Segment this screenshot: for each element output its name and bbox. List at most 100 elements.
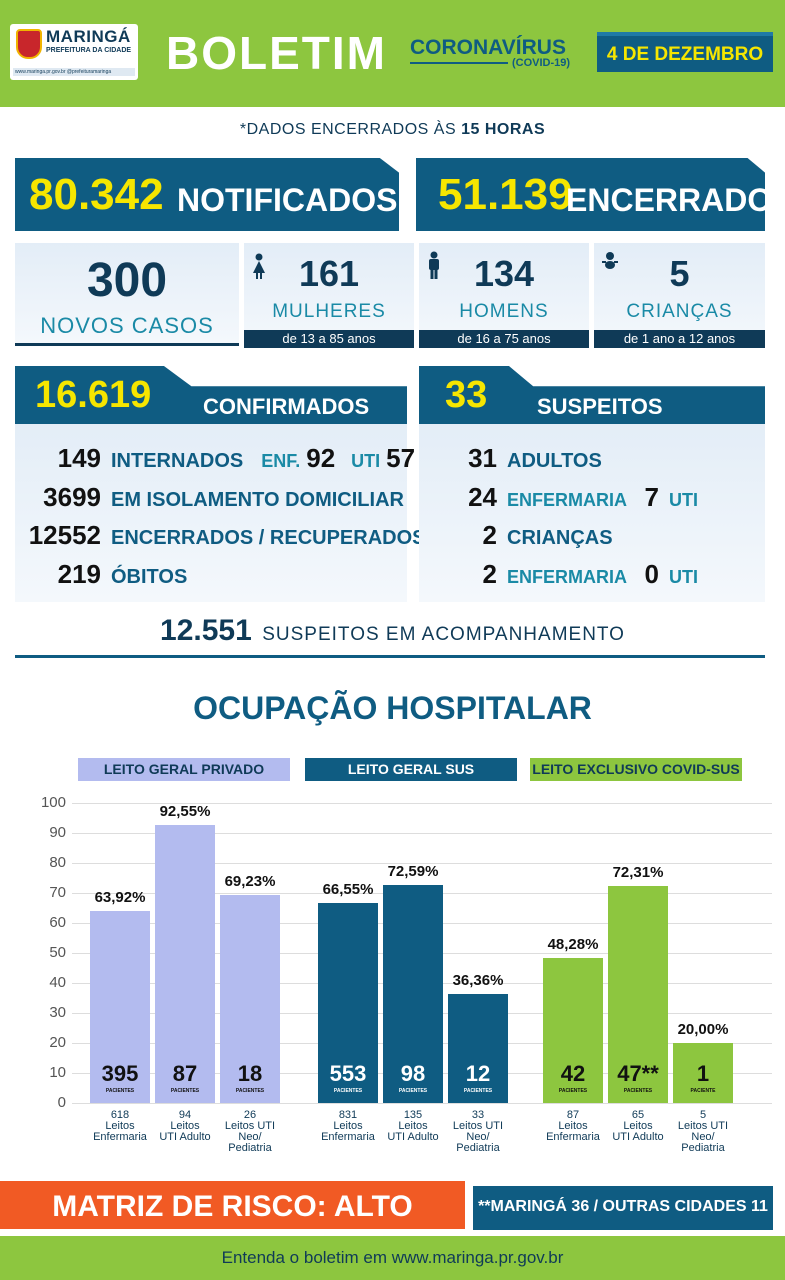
logo-web: www.maringa.pr.gov.br @prefeituramaringa <box>13 68 135 76</box>
row-number: 12552 <box>28 520 101 550</box>
suspects-label: SUSPEITOS INTERNADOS <box>537 394 682 424</box>
bed-type: Leitos <box>105 1120 135 1132</box>
bed-type: Neo/ <box>238 1131 262 1143</box>
gridline <box>72 803 772 804</box>
confirmed-value: 16.619 <box>35 374 152 416</box>
suspects-row-ward: 24 ENFERMARIA 7 UTI <box>419 482 698 513</box>
divider <box>410 62 508 64</box>
suspects-row-adults: 31 ADULTOS <box>419 443 602 474</box>
logo-name: MARINGÁ <box>46 27 131 46</box>
confirmed-label: CONFIRMADOS <box>203 394 370 419</box>
logo-subtitle: PREFEITURA DA CIDADE <box>46 47 132 54</box>
bar <box>673 1043 733 1103</box>
bed-count: 26 <box>243 1109 257 1121</box>
bar <box>383 885 443 1103</box>
new-cases-value: 300 <box>86 254 168 307</box>
y-tick-label: 0 <box>57 1094 66 1111</box>
row-label: INTERNADOS <box>111 450 244 472</box>
women-label: MULHERES <box>272 301 386 322</box>
covid-label: (COVID-19) <box>512 57 571 69</box>
row-label: EM ISOLAMENTO DOMICILIAR <box>111 489 404 511</box>
patient-count: 1 <box>696 1061 710 1086</box>
men-age: de 16 a 75 anos <box>419 330 589 348</box>
bed-count: 5 <box>699 1109 707 1121</box>
row-number: 24 <box>468 482 497 512</box>
city-crest-icon <box>16 29 42 59</box>
group-header: LEITO GERAL PRIVADO <box>78 758 290 781</box>
coronavirus-label: CORONAVÍRUS <box>410 36 566 59</box>
children-card: 5 CRIANÇAS de 1 ano a 12 anos <box>594 243 765 348</box>
risk-text: MATRIZ DE RISCO: ALTO <box>52 1190 413 1223</box>
bed-type: Leitos UTI <box>224 1120 276 1132</box>
y-tick-label: 40 <box>49 974 66 991</box>
row-label: CRIANÇAS <box>507 527 613 549</box>
bed-type: Pediatria <box>456 1142 500 1154</box>
bed-type: Leitos <box>170 1120 200 1132</box>
row-label: ENFERMARIA <box>507 567 627 587</box>
bed-type: Leitos <box>558 1120 588 1132</box>
new-cases-label: NOVOS CASOS <box>40 313 214 338</box>
closing-note: *DADOS ENCERRADOS ÀS 15 HORAS <box>0 121 785 139</box>
bed-type: Leitos <box>623 1120 653 1132</box>
gridline <box>72 1103 772 1104</box>
y-tick-label: 70 <box>49 884 66 901</box>
row-label: ADULTOS <box>507 450 602 472</box>
bed-count: 94 <box>178 1109 192 1121</box>
bed-type: Leitos <box>333 1120 363 1132</box>
pct-label: 69,23% <box>224 873 276 891</box>
row-number: 3699 <box>43 482 101 512</box>
monitoring-value: 12.551 <box>160 614 252 647</box>
bed-type: Pediatria <box>681 1142 725 1154</box>
patients-label: PACIENTES <box>623 1088 653 1094</box>
confirmed-panel <box>15 422 407 602</box>
bar <box>155 825 215 1103</box>
hospital-title: OCUPAÇÃO HOSPITALAR <box>193 690 592 726</box>
suspects-row-children-ward: 2 ENFERMARIA 0 UTI <box>419 559 698 590</box>
gridline <box>72 863 772 864</box>
bed-count: 831 <box>338 1109 358 1121</box>
y-tick-label: 50 <box>49 944 66 961</box>
confirmed-row-isolation: 3699 EM ISOLAMENTO DOMICILIAR <box>15 482 404 513</box>
patients-label: PACIENTES <box>235 1088 265 1094</box>
closing-prefix: *DADOS ENCERRADOS ÀS <box>239 121 457 138</box>
bed-count: 618 <box>110 1109 130 1121</box>
bed-type: Neo/ <box>691 1131 715 1143</box>
men-card: 134 HOMENS de 16 a 75 anos <box>419 243 589 348</box>
enf-label: ENF. <box>261 451 301 471</box>
closing-hour: 15 HORAS <box>461 121 546 138</box>
divider <box>15 655 765 658</box>
bed-type: Leitos <box>398 1120 428 1132</box>
bed-type: UTI Adulto <box>612 1131 664 1143</box>
bed-type: Enfermaria <box>546 1131 600 1143</box>
patient-count: 47** <box>617 1061 659 1086</box>
men-label: HOMENS <box>459 301 549 322</box>
patient-count: 87 <box>172 1061 198 1086</box>
new-cases-card: 300 NOVOS CASOS <box>15 243 239 346</box>
cities-text: **MARINGÁ 36 / OUTRAS CIDADES 11 <box>478 1198 768 1215</box>
children-value: 5 <box>669 253 690 294</box>
row-number: 2 <box>482 559 497 589</box>
date-text: 4 DE DEZEMBRO <box>606 44 764 65</box>
bar <box>90 911 150 1103</box>
y-tick-label: 30 <box>49 1004 66 1021</box>
baby-icon <box>602 252 618 269</box>
page-title: BOLETIM <box>166 27 387 79</box>
patients-label: PACIENTE <box>690 1088 716 1094</box>
monitoring-line: 12.551 SUSPEITOS EM ACOMPANHAMENTO <box>0 614 785 648</box>
bed-type: Pediatria <box>228 1142 272 1154</box>
women-card: 161 MULHERES de 13 a 85 anos <box>244 243 414 348</box>
pct-label: 92,55% <box>159 803 211 821</box>
patients-label: PACIENTES <box>333 1088 363 1094</box>
y-tick-label: 20 <box>49 1034 66 1051</box>
children-age: de 1 ano a 12 anos <box>594 330 765 348</box>
y-tick-label: 90 <box>49 824 66 841</box>
closed-value: 51.139 <box>438 170 573 219</box>
group-header: LEITO GERAL SUS <box>305 758 517 781</box>
bed-type: Leitos UTI <box>452 1120 504 1132</box>
confirmed-row-recovered: 12552 ENCERRADOS / RECUPERADOS <box>15 520 426 551</box>
notified-box: 80.342 NOTIFICADOS <box>15 158 399 231</box>
row-number: 31 <box>468 443 497 473</box>
footer-text: Entenda o boletim em www.maringa.pr.gov.… <box>221 1248 564 1267</box>
y-tick-label: 80 <box>49 854 66 871</box>
bar <box>543 958 603 1103</box>
